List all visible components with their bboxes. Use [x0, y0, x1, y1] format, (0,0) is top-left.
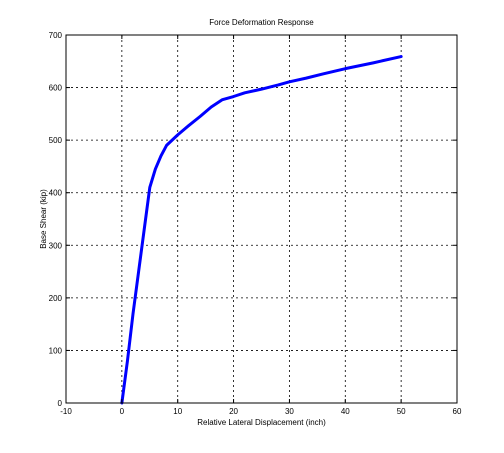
y-tick-label: 600	[49, 84, 63, 93]
y-tick-label: 100	[49, 346, 63, 355]
x-tick-label: 0	[120, 407, 125, 416]
plot-frame	[65, 34, 458, 404]
y-tick-label: 300	[49, 241, 63, 250]
series-group	[120, 55, 403, 405]
y-tick-label: 500	[49, 136, 63, 145]
ticks	[65, 34, 458, 404]
y-tick-label: 400	[49, 189, 63, 198]
chart-title: Force Deformation Response	[209, 18, 314, 27]
x-tick-label: 40	[341, 407, 350, 416]
y-tick-label: 0	[58, 399, 63, 408]
x-tick-label: 50	[397, 407, 406, 416]
x-tick-label: 30	[285, 407, 294, 416]
series-line	[120, 55, 403, 405]
x-tick-label: 20	[229, 407, 238, 416]
x-tick-label: 60	[453, 407, 462, 416]
x-axis-label: Relative Lateral Displacement (inch)	[197, 418, 326, 427]
y-tick-label: 700	[49, 31, 63, 40]
grid	[66, 35, 457, 403]
y-axis-label: Base Shear (kip)	[39, 189, 48, 249]
x-tick-label: -10	[60, 407, 72, 416]
x-tick-label: 10	[173, 407, 182, 416]
y-tick-label: 200	[49, 294, 63, 303]
